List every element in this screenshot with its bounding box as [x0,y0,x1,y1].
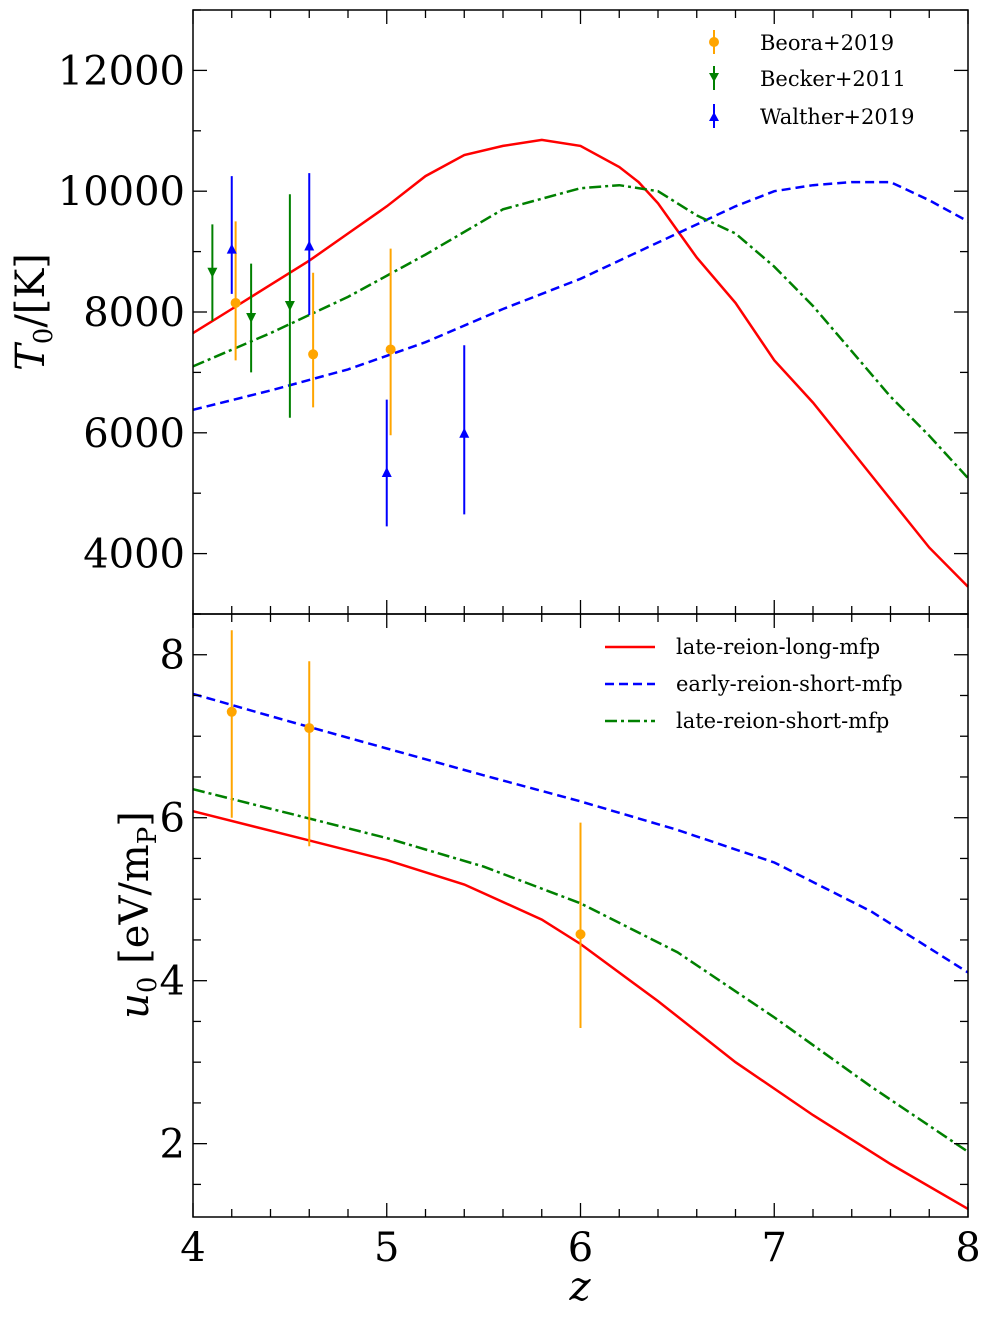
bottom-y-axis-label-unit: [eV/m [112,844,158,976]
top-observations [207,173,470,527]
bottom-y-axis-label-unit-end: ] [112,811,158,827]
top-y-tick-labels: 4000 6000 8000 10000 12000 [58,48,185,577]
series-line-early-reion-short-mfp [192,692,969,974]
bottom-y-axis-label-unit-sub: P [133,827,163,845]
x-tick-label: 4 [180,1225,205,1271]
x-tick-label: 5 [374,1225,399,1271]
data-point-data-0 [226,630,237,818]
bottom-x-tick-labels: 4 5 6 7 8 [180,1225,980,1271]
top-panel: 4000 6000 8000 10000 12000 T0/[K] Beora+2019… [8,9,969,615]
y-tick-label: 6 [160,796,185,842]
legend-entry-late-long: late-reion-long-mfp [605,635,880,659]
data-point-Walther+2019-2 [381,399,392,527]
data-point-Beora+2019-1 [308,272,319,408]
bottom-observations [226,630,586,1028]
y-tick-label: 12000 [58,48,185,94]
bottom-panel: 2 4 6 8 4 5 6 7 8 u0 [eV/mP] z late-reion-long-… [112,613,981,1310]
data-point-data-2 [575,822,586,1028]
legend-entry-early-short: early-reion-short-mfp [605,672,903,696]
top-curves [192,138,969,588]
data-point-Becker+2011-2 [284,194,295,418]
x-tick-label: 8 [955,1225,980,1271]
y-tick-label: 8000 [83,290,185,336]
series-line-early-reion-short-mfp [192,180,969,412]
bottom-y-tick-labels: 2 4 6 8 [160,633,185,1168]
data-point-Walther+2019-3 [459,345,470,515]
legend-label-becker: Becker+2011 [760,67,906,91]
top-legend: Beora+2019 Becker+2011 Walther+2019 [709,30,914,129]
bottom-y-axis-label-sub: 0 [133,977,163,994]
top-y-axis-label: T0/[K] [8,253,59,371]
top-y-axis-label-main: T [8,341,54,371]
legend-label-walther: Walther+2019 [760,105,914,129]
legend-entry-becker: Becker+2011 [709,66,906,91]
data-point-Becker+2011-0 [207,224,218,322]
data-point-Walther+2019-0 [226,176,237,294]
y-tick-label: 8 [160,633,185,679]
bottom-legend: late-reion-long-mfp early-reion-short-mf… [605,635,903,733]
x-axis-label: z [568,1264,591,1310]
legend-entry-beora: Beora+2019 [709,30,894,55]
legend-label-late-short: late-reion-short-mfp [676,709,889,733]
data-point-Beora+2019-2 [385,248,396,436]
legend-entry-walther: Walther+2019 [709,104,914,129]
y-tick-label: 10000 [58,169,185,215]
y-tick-label: 4000 [83,532,185,578]
legend-entry-late-short: late-reion-short-mfp [605,709,889,733]
bottom-y-axis-label-main: u [112,993,158,1019]
y-tick-label: 6000 [83,411,185,457]
data-point-Walther+2019-1 [304,173,315,316]
y-tick-label: 2 [160,1122,185,1168]
bottom-y-axis-label: u0 [eV/mP] [112,811,163,1019]
series-line-late-reion-short-mfp [192,787,969,1153]
data-point-data-1 [304,661,315,847]
x-tick-label: 7 [762,1225,787,1271]
y-tick-label: 4 [160,959,185,1005]
data-point-Beora+2019-0 [230,221,241,361]
data-point-Becker+2011-1 [246,263,257,373]
series-line-late-reion-long-mfp [192,138,969,588]
series-line-late-reion-short-mfp [192,183,969,479]
legend-label-late-long: late-reion-long-mfp [676,635,880,659]
top-y-axis-label-sub: 0 [29,328,59,345]
legend-label-beora: Beora+2019 [760,31,894,55]
bottom-axes-frame [192,613,969,1218]
x-tick-label: 6 [568,1225,593,1271]
top-y-axis-label-unit: /[K] [8,253,54,328]
legend-label-early-short: early-reion-short-mfp [676,672,903,696]
